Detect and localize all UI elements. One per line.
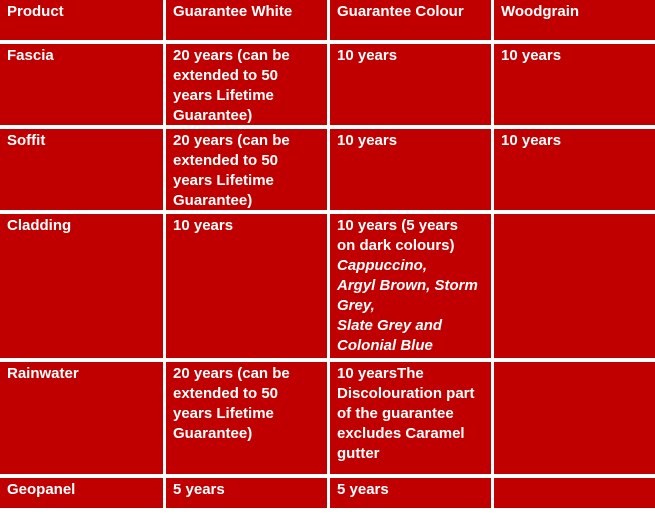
cell-text: Guarantee) <box>173 192 253 209</box>
cell-text: 10 years <box>337 47 398 64</box>
cell-text: Guarantee) <box>173 425 253 442</box>
value-cell <box>494 478 655 508</box>
product-cell: Fascia <box>0 44 163 125</box>
product-cell: Geopanel <box>0 478 163 508</box>
cell-text: 5 years <box>337 481 389 498</box>
cell-text: 5 years <box>173 481 225 498</box>
product-cell: Cladding <box>0 214 163 358</box>
cell-text: Cladding <box>7 217 72 234</box>
header-text: Woodgrain <box>501 3 580 20</box>
cell-text: Argyl Brown, Storm <box>337 277 478 294</box>
header-text: Guarantee White <box>173 3 293 20</box>
value-cell: 5 years <box>330 478 491 508</box>
header-cell: Guarantee Colour <box>330 0 491 40</box>
cell-text: Cappuccino, <box>337 257 428 274</box>
value-cell <box>494 362 655 474</box>
cell-text: 10 years (5 years <box>337 217 458 234</box>
cell-text: 20 years (can be <box>173 132 290 149</box>
cell-text: extended to 50 <box>173 67 279 84</box>
value-cell: 20 years (can be extended to 50 years Life… <box>166 44 327 125</box>
value-cell: 10 years <box>330 129 491 210</box>
cell-text: 20 years (can be <box>173 47 290 64</box>
cell-text: 10 years <box>501 47 562 64</box>
cell-text: on dark colours) <box>337 237 455 254</box>
cell-text: years Lifetime <box>173 172 274 189</box>
cell-text: Soffit <box>7 132 46 149</box>
cell-text: Fascia <box>7 47 54 64</box>
cell-text: 20 years (can be <box>173 365 290 382</box>
cell-text: Geopanel <box>7 481 76 498</box>
product-cell: Soffit <box>0 129 163 210</box>
value-cell: 10 years <box>166 214 327 358</box>
value-cell: 20 years (can be extended to 50 years Life… <box>166 362 327 474</box>
cell-text: of the guarantee <box>337 405 454 422</box>
header-text: Product <box>7 3 64 20</box>
value-cell: 10 yearsThe Discolouration part of the gua… <box>330 362 491 474</box>
cell-text: extended to 50 <box>173 152 279 169</box>
value-cell: 20 years (can be extended to 50 years Life… <box>166 129 327 210</box>
value-cell <box>494 214 655 358</box>
value-cell: 5 years <box>166 478 327 508</box>
cell-text: Discolouration part <box>337 385 475 402</box>
cell-text: excludes Caramel <box>337 425 465 442</box>
cell-text: years Lifetime <box>173 87 274 104</box>
product-cell: Rainwater <box>0 362 163 474</box>
header-cell: Woodgrain <box>494 0 655 40</box>
value-cell: 10 years <box>330 44 491 125</box>
cell-text: 10 years <box>173 217 234 234</box>
value-cell: 10 years (5 years on dark colours) Cappucc… <box>330 214 491 358</box>
cell-text: Colonial Blue <box>337 337 433 354</box>
cell-text: extended to 50 <box>173 385 279 402</box>
cell-text: Guarantee) <box>173 107 253 124</box>
value-cell: 10 years <box>494 129 655 210</box>
cell-text: Grey, <box>337 297 375 314</box>
cell-text: gutter <box>337 445 380 462</box>
header-text: Guarantee Colour <box>337 3 464 20</box>
cell-text: 10 yearsThe <box>337 365 424 382</box>
cell-text: 10 years <box>337 132 398 149</box>
value-cell: 10 years <box>494 44 655 125</box>
header-cell: Product <box>0 0 163 40</box>
cell-text: 10 years <box>501 132 562 149</box>
cell-text: Rainwater <box>7 365 79 382</box>
header-cell: Guarantee White <box>166 0 327 40</box>
cell-text: Slate Grey and <box>337 317 443 334</box>
cell-text: years Lifetime <box>173 405 274 422</box>
